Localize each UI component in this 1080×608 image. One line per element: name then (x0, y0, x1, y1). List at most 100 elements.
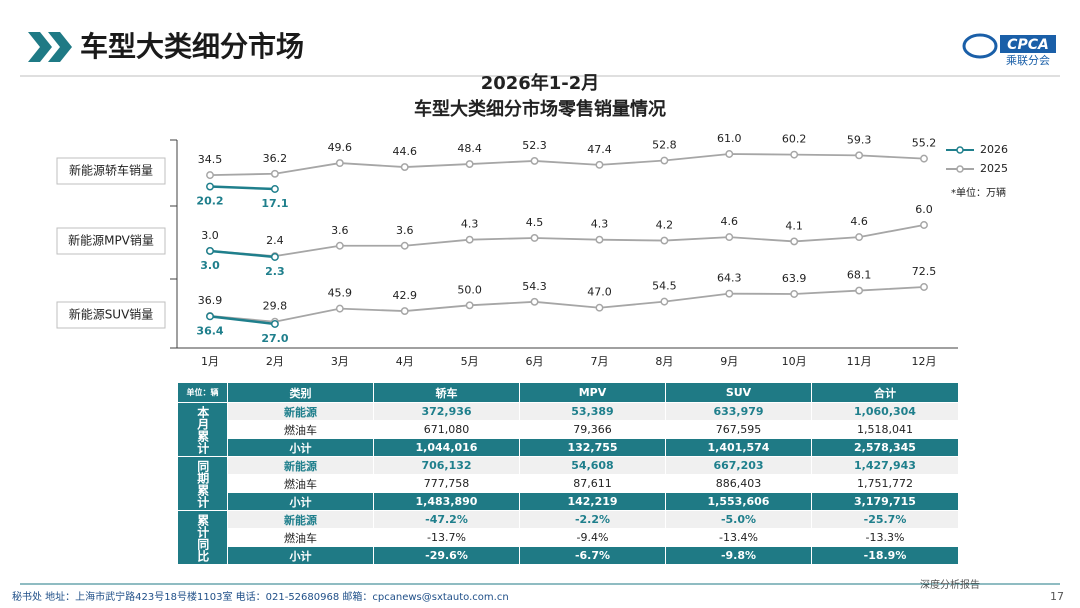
table-cell: 132,755 (519, 438, 666, 457)
data-label: 4.6 (721, 215, 739, 228)
data-label: 4.3 (461, 218, 479, 231)
point (335, 159, 344, 168)
table-row: 小计 1,044,016 132,755 1,401,574 2,578,345 (178, 438, 959, 457)
data-label: 34.5 (198, 153, 223, 166)
series-line (209, 153, 925, 177)
point (530, 297, 539, 306)
point (270, 185, 279, 193)
table-cell: 671,080 (373, 420, 520, 439)
legend-marker (956, 165, 964, 173)
table-cell: -2.2% (519, 510, 666, 529)
logo-mark (962, 33, 998, 59)
table-row: 燃油车 777,758 87,611 886,403 1,751,772 (178, 474, 959, 493)
table-cell: 1,401,574 (665, 438, 812, 457)
column-header: 类别 (227, 382, 374, 403)
data-label: 72.5 (912, 265, 937, 278)
column-header: MPV (519, 382, 666, 403)
data-label: 3.6 (396, 224, 414, 237)
x-tick-label: 11月 (847, 355, 872, 368)
panel-label: 新能源轿车销量 (69, 163, 153, 178)
table-cell: 燃油车 (227, 420, 374, 439)
table-row: 本月累计 新能源 372,936 53,389 633,979 1,060,304 (177, 402, 959, 457)
data-label: 17.1 (261, 197, 288, 210)
table-cell: -13.7% (373, 528, 520, 547)
data-label: 59.3 (847, 133, 872, 146)
data-label: 52.3 (522, 139, 547, 152)
series-line (209, 249, 276, 259)
data-label: 61.0 (717, 132, 742, 145)
table-row: 累计同比 新能源 -47.2% -2.2% -5.0% -25.7% (177, 510, 959, 565)
x-tick-label: 7月 (590, 355, 608, 368)
panel-label: 新能源MPV销量 (68, 233, 154, 248)
data-label: 3.0 (200, 259, 220, 272)
table-cell: 1,060,304 (811, 402, 959, 421)
point (725, 233, 734, 242)
table-cell: -6.7% (519, 546, 666, 565)
table-cell: 3,179,715 (811, 492, 959, 511)
table-row: 燃油车 671,080 79,366 767,595 1,518,041 (178, 420, 959, 439)
column-header: 轿车 (373, 382, 520, 403)
table-cell: 2,578,345 (811, 438, 959, 457)
data-label: 4.5 (526, 216, 544, 229)
column-header: 合计 (811, 382, 959, 403)
x-tick-label: 3月 (331, 355, 349, 368)
table-cell: -13.3% (811, 528, 959, 547)
group-cell: 本月累计 (177, 402, 228, 457)
table-cell: 燃油车 (227, 474, 374, 493)
table-cell: 706,132 (373, 456, 520, 475)
point (270, 169, 279, 178)
logo: CPCA (1007, 37, 1049, 53)
data-label: 45.9 (328, 287, 353, 300)
data-label: 47.4 (587, 143, 612, 156)
point (725, 289, 734, 298)
group-label: 同期累计 (195, 459, 210, 508)
table-cell: 小计 (227, 492, 374, 511)
table-cell: 1,751,772 (811, 474, 959, 493)
table-cell: 87,611 (519, 474, 666, 493)
x-tick-label: 8月 (655, 355, 673, 368)
point (400, 241, 409, 250)
table-row: 燃油车 -13.7% -9.4% -13.4% -13.3% (178, 528, 959, 547)
table-cell: -13.4% (665, 528, 812, 547)
point (660, 236, 669, 245)
table-cell: 1,483,890 (373, 492, 520, 511)
table-cell: -29.6% (373, 546, 520, 565)
logo-sub: 乘联分会 (1006, 54, 1050, 67)
table-cell: -18.9% (811, 546, 959, 565)
table-cell: -9.8% (665, 546, 812, 565)
series-line (209, 185, 275, 191)
footer-report: 深度分析报告 (920, 578, 980, 591)
x-tick-label: 10月 (782, 355, 807, 368)
data-label: 52.8 (652, 139, 677, 152)
point (335, 304, 344, 313)
point (920, 154, 928, 163)
table-row: 同期累计 新能源 706,132 54,608 667,203 1,427,943 (177, 456, 959, 511)
data-label: 3.6 (331, 224, 349, 237)
page-title: 车型大类细分市场 (80, 30, 304, 63)
data-label: 44.6 (392, 145, 417, 158)
panel-label-box (56, 227, 166, 255)
table-cell: 79,366 (519, 420, 666, 439)
data-label: 6.0 (915, 203, 933, 216)
table-cell: -25.7% (811, 510, 959, 529)
chevron (28, 32, 52, 62)
data-label: 29.8 (263, 300, 288, 313)
data-label: 64.3 (717, 272, 742, 285)
data-label: 2.3 (265, 265, 285, 278)
data-label: 47.0 (587, 286, 612, 299)
data-label: 60.2 (782, 133, 807, 146)
group-label: 本月累计 (195, 405, 210, 454)
point (855, 151, 864, 160)
logo-box (1000, 35, 1056, 53)
point (206, 246, 214, 255)
group-cell: 同期累计 (177, 456, 228, 511)
table-cell: 777,758 (373, 474, 520, 493)
x-tick-label: 5月 (461, 355, 479, 368)
point (725, 150, 734, 158)
point (595, 160, 604, 169)
point (660, 297, 669, 306)
table-cell: -47.2% (373, 510, 520, 529)
chart-subtitle: 车型大类细分市场零售销量情况 (414, 98, 666, 120)
